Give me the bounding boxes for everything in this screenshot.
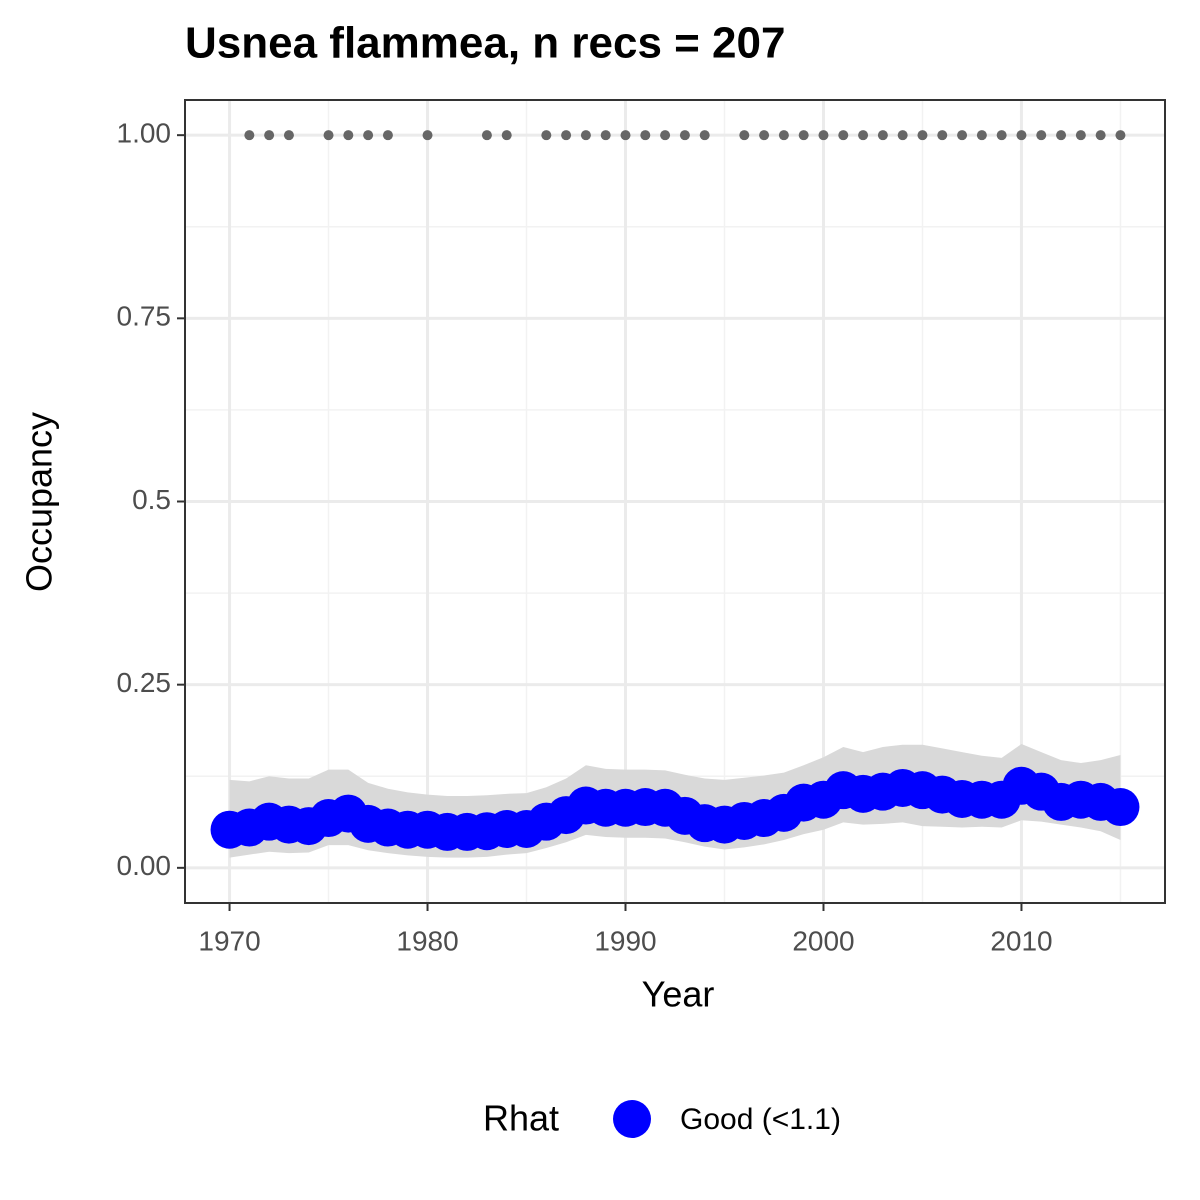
record-point — [382, 130, 393, 141]
legend-label: Good (<1.1) — [680, 1103, 841, 1136]
record-point — [422, 130, 433, 141]
record-point — [798, 130, 809, 141]
record-point — [600, 130, 611, 141]
record-point — [1016, 130, 1027, 141]
record-point — [739, 130, 750, 141]
panel-border — [184, 99, 1166, 904]
record-point — [1056, 130, 1067, 141]
legend-title: Rhat — [483, 1098, 559, 1139]
record-point — [1075, 130, 1086, 141]
record-point — [996, 130, 1007, 141]
record-point — [1115, 130, 1126, 141]
x-tick-label: 1980 — [396, 925, 458, 956]
y-tick-label: 1.00 — [117, 118, 172, 149]
record-point — [858, 130, 869, 141]
record-point — [541, 130, 552, 141]
record-point — [917, 130, 928, 141]
record-point — [660, 130, 671, 141]
record-point — [323, 130, 334, 141]
data-point — [1101, 788, 1140, 827]
record-point — [580, 130, 591, 141]
record-point — [957, 130, 968, 141]
record-point — [283, 130, 294, 141]
x-tick-label: 1990 — [594, 925, 656, 956]
chart-title: Usnea flammea, n recs = 207 — [185, 19, 785, 68]
record-point — [561, 130, 572, 141]
x-tick-label: 2010 — [990, 925, 1052, 956]
record-point — [679, 130, 690, 141]
record-point — [481, 130, 492, 141]
y-tick-label: 0.75 — [117, 301, 172, 332]
record-point — [640, 130, 651, 141]
record-point — [343, 130, 354, 141]
x-tick-label: 2000 — [792, 925, 854, 956]
x-tick-label: 1970 — [198, 925, 260, 956]
record-point — [1095, 130, 1106, 141]
record-point — [778, 130, 789, 141]
record-point — [897, 130, 908, 141]
legend-marker — [613, 1100, 651, 1138]
record-point — [937, 130, 948, 141]
x-axis-title: Year — [642, 974, 715, 1015]
record-point — [363, 130, 374, 141]
record-point — [1036, 130, 1047, 141]
record-point — [877, 130, 888, 141]
record-point — [620, 130, 631, 141]
record-point — [838, 130, 849, 141]
record-point — [699, 130, 710, 141]
record-point — [501, 130, 512, 141]
y-tick-label: 0.5 — [132, 484, 171, 515]
y-tick-label: 0.25 — [117, 667, 172, 698]
record-point — [976, 130, 987, 141]
y-tick-label: 0.00 — [117, 850, 172, 881]
record-point — [244, 130, 255, 141]
record-point — [759, 130, 770, 141]
record-point — [264, 130, 275, 141]
y-axis-title: Occupancy — [19, 412, 60, 592]
record-point — [818, 130, 829, 141]
